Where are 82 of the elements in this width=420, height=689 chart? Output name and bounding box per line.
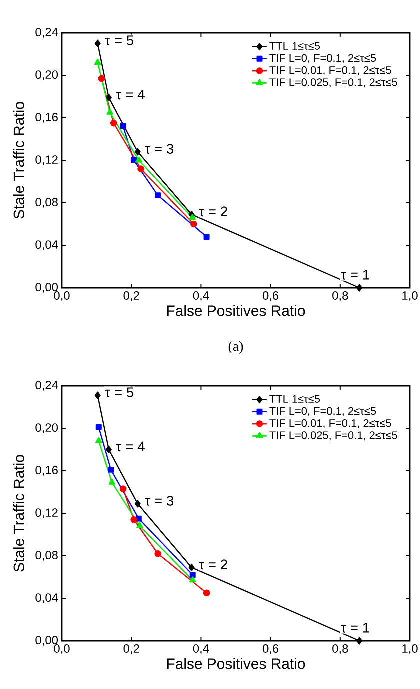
point [96, 424, 102, 430]
annotation: τ = 5 [105, 388, 134, 398]
point [94, 392, 101, 400]
point [190, 572, 196, 578]
annotation: τ = 3 [145, 144, 174, 154]
legend-label: TTL 1≤τ≤5 [270, 395, 320, 403]
annotation: τ = 4 [116, 442, 145, 452]
y-tick-label: 0,20 [36, 424, 58, 434]
y-tick-label: 0,08 [36, 198, 58, 208]
x-tick-label: 0,2 [124, 292, 140, 302]
point [356, 637, 363, 645]
y-tick-label: 0,00 [36, 283, 58, 293]
point [110, 120, 118, 127]
point [94, 58, 102, 65]
legend-label: TIF L=0, F=0.1, 2≤τ≤5 [270, 54, 376, 64]
point [189, 214, 196, 220]
y-tick-label: 0,20 [36, 70, 58, 80]
x-tick-label: 0,0 [54, 644, 70, 654]
point [203, 590, 210, 597]
point [136, 156, 142, 163]
point [155, 192, 162, 199]
annotation: τ = 5 [105, 36, 134, 46]
y-axis-title: Stale Traffic Ratio [13, 455, 24, 572]
point [204, 234, 210, 240]
point [134, 500, 141, 508]
x-tick-label: 0,6 [262, 644, 279, 654]
point [120, 124, 126, 130]
legend-label: TIF L=0.025, F=0.1, 2≤τ≤5 [270, 78, 398, 88]
y-tick-label: 0,24 [36, 28, 58, 38]
x-tick-label: 1,0 [402, 292, 418, 302]
point [134, 148, 141, 156]
y-axis-title: Stale Traffic Ratio [13, 102, 24, 219]
text: (a) [228, 341, 244, 354]
point [106, 94, 112, 102]
legend-label: TTL 1≤τ≤5 [270, 42, 320, 50]
y-tick-label: 0,00 [36, 636, 58, 646]
legend-label: TIF L=0, F=0.1, 2≤τ≤5 [270, 407, 376, 416]
x-tick-label: 0,4 [193, 292, 210, 302]
point [136, 516, 142, 522]
point [188, 564, 195, 572]
point [189, 576, 196, 583]
y-tick-label: 0,04 [36, 594, 58, 604]
point [98, 75, 106, 82]
y-tick-label: 0,08 [36, 551, 58, 561]
point [154, 550, 162, 558]
point [106, 108, 114, 115]
x-tick-label: 0,2 [124, 644, 140, 654]
x-tick-label: 0,0 [54, 292, 70, 302]
legend-label: TIF L=0.01, F=0.1, 2≤τ≤5 [270, 66, 392, 76]
point [356, 284, 363, 292]
annotation: τ = 2 [199, 560, 228, 570]
x-tick-label: 0,8 [332, 292, 348, 302]
point [106, 446, 112, 454]
x-axis-title: False Positives Ratio [167, 658, 306, 670]
point [108, 466, 114, 473]
x-tick-label: 0,8 [332, 644, 348, 654]
point [130, 516, 138, 524]
x-tick-label: 1,0 [402, 644, 418, 654]
legend-label: TIF L=0.01, F=0.1, 2≤τ≤5 [270, 419, 392, 429]
y-tick-label: 0,12 [36, 508, 58, 518]
x-axis-title: False Positives Ratio [167, 305, 306, 316]
point [96, 437, 102, 444]
annotation: τ = 4 [116, 90, 145, 100]
legend-label: TIF L=0.025, F=0.1, 2≤τ≤5 [270, 432, 398, 441]
point [108, 478, 116, 485]
annotation: τ = 2 [199, 206, 228, 217]
annotation: τ = 1 [341, 623, 370, 633]
annotation: τ = 1 [341, 270, 370, 280]
y-tick-label: 0,16 [36, 466, 58, 476]
y-tick-label: 0,24 [36, 381, 58, 391]
point [138, 166, 144, 172]
point [131, 158, 138, 164]
annotation: τ = 3 [145, 496, 174, 506]
point [94, 40, 101, 48]
y-tick-label: 0,04 [36, 240, 58, 250]
x-tick-label: 0,4 [193, 644, 210, 654]
y-tick-label: 0,16 [36, 113, 58, 123]
y-tick-label: 0,12 [36, 156, 58, 166]
x-tick-label: 0,6 [262, 292, 279, 302]
point [136, 522, 144, 528]
point [190, 220, 198, 228]
point [120, 486, 127, 492]
